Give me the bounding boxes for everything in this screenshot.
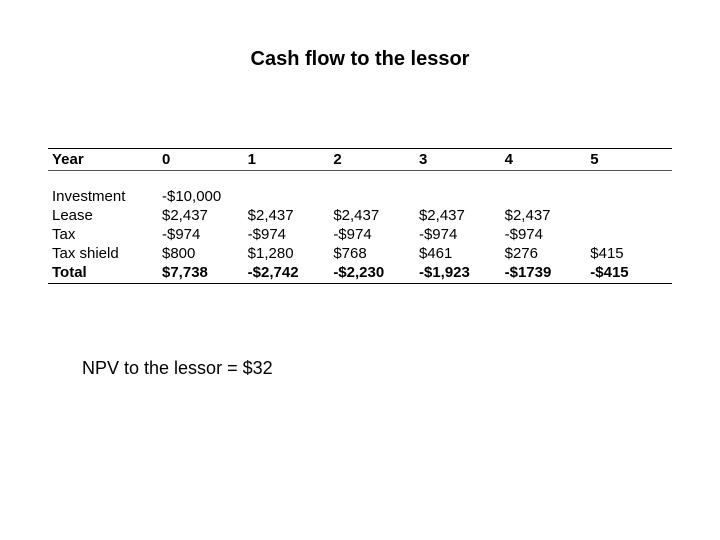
cell: $415	[586, 244, 672, 263]
header-year: 3	[415, 149, 501, 171]
row-label: Tax	[48, 225, 158, 244]
cell: $800	[158, 244, 244, 263]
cell: -$974	[501, 225, 587, 244]
table-row: Investment -$10,000	[48, 187, 672, 206]
total-cell: -$415	[586, 263, 672, 284]
header-year: 0	[158, 149, 244, 171]
cell: $768	[329, 244, 415, 263]
total-cell: -$1739	[501, 263, 587, 284]
cell: $2,437	[329, 206, 415, 225]
header-label: Year	[48, 149, 158, 171]
table-row: Tax shield $800 $1,280 $768 $461 $276 $4…	[48, 244, 672, 263]
slide: Cash flow to the lessor Year 0 1 2 3 4 5…	[0, 0, 720, 540]
total-cell: -$2,230	[329, 263, 415, 284]
cell: -$974	[329, 225, 415, 244]
cell	[586, 225, 672, 244]
table-header-row: Year 0 1 2 3 4 5	[48, 149, 672, 171]
cell	[586, 187, 672, 206]
table-row: Tax -$974 -$974 -$974 -$974 -$974	[48, 225, 672, 244]
page-title: Cash flow to the lessor	[0, 48, 720, 71]
cell: $276	[501, 244, 587, 263]
cashflow-table: Year 0 1 2 3 4 5 Investment -$10,000 Lea…	[48, 148, 672, 284]
total-cell: $7,738	[158, 263, 244, 284]
cell	[501, 187, 587, 206]
cell: -$974	[244, 225, 330, 244]
header-year: 1	[244, 149, 330, 171]
cell	[329, 187, 415, 206]
cell: $2,437	[158, 206, 244, 225]
header-year: 4	[501, 149, 587, 171]
table-row: Lease $2,437 $2,437 $2,437 $2,437 $2,437	[48, 206, 672, 225]
table-total-row: Total $7,738 -$2,742 -$2,230 -$1,923 -$1…	[48, 263, 672, 284]
cell: $461	[415, 244, 501, 263]
cell	[586, 206, 672, 225]
spacer-row	[48, 171, 672, 188]
header-year: 2	[329, 149, 415, 171]
cell: -$10,000	[158, 187, 244, 206]
cell	[415, 187, 501, 206]
cell: -$974	[158, 225, 244, 244]
row-label: Lease	[48, 206, 158, 225]
row-label: Tax shield	[48, 244, 158, 263]
total-cell: -$1,923	[415, 263, 501, 284]
total-cell: -$2,742	[244, 263, 330, 284]
cell: $1,280	[244, 244, 330, 263]
total-label: Total	[48, 263, 158, 284]
cell	[244, 187, 330, 206]
cell: $2,437	[244, 206, 330, 225]
header-year: 5	[586, 149, 672, 171]
npv-text: NPV to the lessor = $32	[82, 358, 273, 379]
cell: $2,437	[501, 206, 587, 225]
row-label: Investment	[48, 187, 158, 206]
cell: $2,437	[415, 206, 501, 225]
cashflow-table-wrap: Year 0 1 2 3 4 5 Investment -$10,000 Lea…	[48, 148, 672, 284]
cell: -$974	[415, 225, 501, 244]
